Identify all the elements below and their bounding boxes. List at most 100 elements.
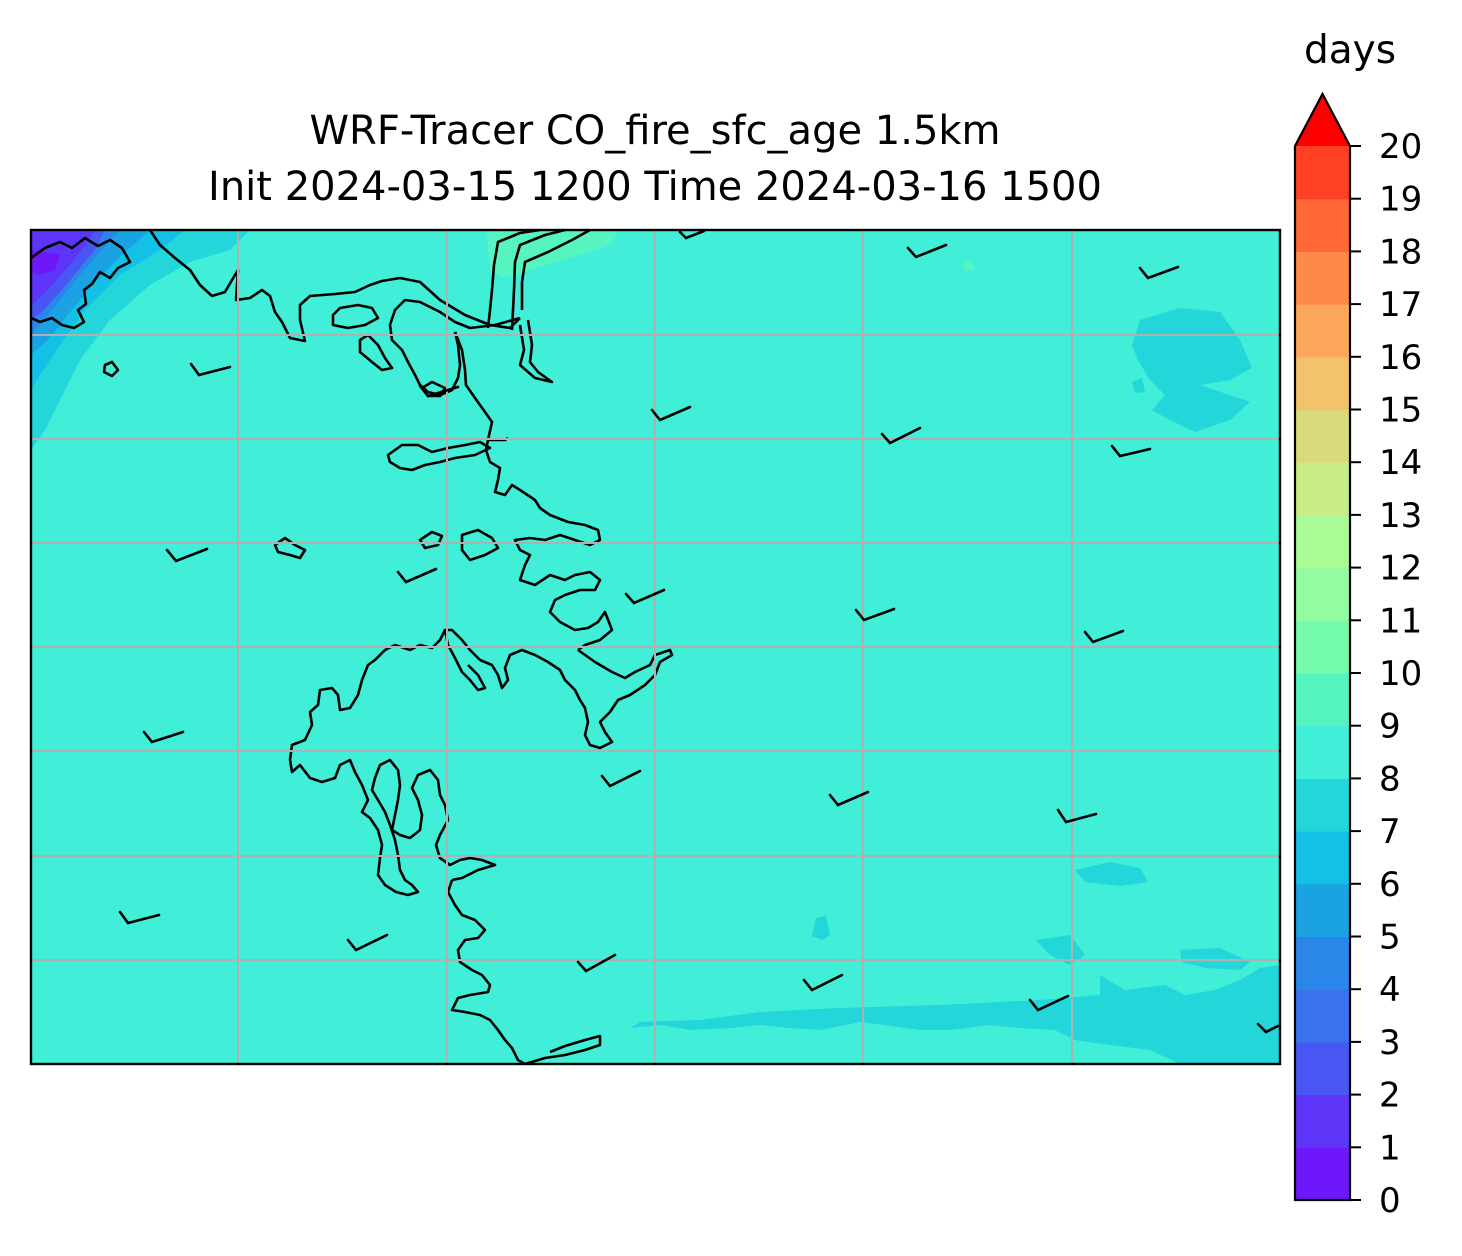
colorbar-tick-label: 7 <box>1379 812 1401 852</box>
colorbar-tick-label: 6 <box>1379 865 1401 905</box>
colorbar-tick-label: 14 <box>1379 443 1422 483</box>
colorbar-band <box>1295 883 1350 938</box>
wind-barb <box>828 790 870 807</box>
colorbar-band <box>1295 304 1350 358</box>
contour-band-6-7-southeast <box>630 935 1280 1064</box>
coastline-islands-center <box>370 758 497 882</box>
coastline-west-channel <box>484 439 614 652</box>
wind-barb <box>1110 444 1152 458</box>
colorbar-band <box>1295 409 1350 463</box>
wind-barb <box>346 933 389 952</box>
colorbar-band <box>1295 620 1350 674</box>
colorbar-band <box>1295 778 1350 832</box>
colorbar-extend-max <box>1295 94 1350 146</box>
colorbar-band <box>1295 989 1350 1043</box>
coastline-isle-7 <box>386 440 492 472</box>
colorbar-outline <box>1293 91 1352 1202</box>
wind-barb <box>418 384 460 398</box>
contour-band-6-7-south-spot <box>812 916 830 940</box>
coastline-isle-4 <box>273 536 307 560</box>
wind-barb <box>576 953 617 973</box>
wind-barb <box>118 910 161 925</box>
colorbar-band <box>1295 673 1350 727</box>
colorbar-band <box>1295 1147 1350 1201</box>
colorbar-tick-label: 9 <box>1379 707 1401 747</box>
colorbar-band <box>1295 567 1350 621</box>
colorbar-units-label: days <box>1304 28 1397 73</box>
wind-barb <box>678 230 706 240</box>
wind-barb <box>1028 994 1070 1012</box>
map-frame <box>29 228 1282 1066</box>
colorbar-band <box>1295 831 1350 885</box>
colorbar-tick-label: 19 <box>1379 180 1422 220</box>
coastline-south-east <box>524 1034 602 1064</box>
colorbar-tick-label: 12 <box>1379 549 1422 589</box>
colorbar-tick-label: 2 <box>1379 1076 1401 1116</box>
wind-barb <box>1083 629 1125 644</box>
coastline-main <box>31 236 132 330</box>
coastline-isle-3 <box>102 360 120 378</box>
wind-barb <box>189 362 232 377</box>
wind-barb <box>802 973 844 992</box>
wind-barb <box>650 405 692 422</box>
wind-barb <box>624 588 666 605</box>
colorbar-tick-label: 3 <box>1379 1023 1401 1063</box>
coastline-isle-6 <box>460 528 500 562</box>
wind-barb <box>142 730 185 744</box>
colorbar-band <box>1295 936 1350 990</box>
colorbar-tick-label: 15 <box>1379 391 1422 431</box>
wind-barb <box>880 426 922 445</box>
colorbar-band <box>1295 356 1350 411</box>
colorbar-tick-label: 1 <box>1379 1128 1401 1168</box>
wind-barb <box>1138 265 1180 280</box>
colorbar-tick-label: 4 <box>1379 970 1401 1010</box>
contour-band-8-9-spot <box>963 262 974 271</box>
coastline-arm <box>518 319 554 384</box>
coastline-islands-west <box>288 629 447 897</box>
contour-band-6-7-east <box>1132 308 1252 432</box>
colorbar-band <box>1295 514 1350 569</box>
coastline-isle-2 <box>358 333 394 372</box>
coastline-south <box>446 879 526 1064</box>
colorbar-band <box>1295 1094 1350 1148</box>
colorbar-band <box>1295 146 1350 200</box>
gridlines <box>31 230 1280 1064</box>
wind-barb <box>1256 1022 1280 1034</box>
wind-barb <box>906 243 948 259</box>
colorbar-tick-label: 10 <box>1379 654 1422 694</box>
colorbar-band <box>1295 725 1350 779</box>
coastline-inlet-3 <box>520 230 591 310</box>
contour-band-0-1 <box>31 250 60 275</box>
figure-subtitle: Init 2024-03-15 1200 Time 2024-03-16 150… <box>208 164 1102 210</box>
colorbar-band <box>1295 462 1350 516</box>
contour-band-6-7-east-spot <box>1132 378 1145 393</box>
colorbar-tick-label: 8 <box>1379 759 1401 799</box>
colorbar-band <box>1295 198 1350 252</box>
wind-barb <box>1056 808 1098 824</box>
colorbar-tick-label: 16 <box>1379 338 1422 378</box>
colorbar-tick-label: 17 <box>1379 285 1422 325</box>
colorbar-tick-label: 0 <box>1379 1181 1401 1221</box>
colorbar-band <box>1295 1041 1350 1096</box>
coastline-north <box>148 230 521 343</box>
coastline-sound <box>388 298 521 397</box>
colorbar-tick-label: 20 <box>1379 127 1422 167</box>
colorbar-tick-label: 11 <box>1379 601 1422 641</box>
colorbar-band <box>1295 251 1350 305</box>
coastline-inlet-1 <box>486 230 541 329</box>
coastline-inlet-2 <box>510 230 566 331</box>
coastline <box>31 230 674 1064</box>
wind-barb <box>854 607 896 622</box>
coastline-isle-5 <box>418 530 444 550</box>
contour-band-8-9-north <box>486 230 620 278</box>
colorbar-tick-label: 5 <box>1379 918 1401 958</box>
wind-barb <box>165 547 209 563</box>
colorbar-tick-label: 18 <box>1379 232 1422 272</box>
wind-barb <box>396 567 438 584</box>
coastline-isle-1 <box>331 303 380 330</box>
colorbar-tick-label: 13 <box>1379 496 1422 536</box>
coastline-peninsula <box>443 628 487 692</box>
